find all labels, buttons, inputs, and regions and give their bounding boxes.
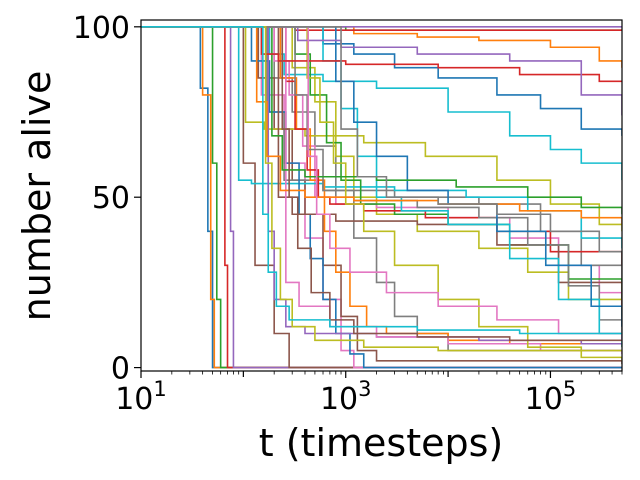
y-axis-label: number alive	[15, 71, 59, 322]
series-line-35	[141, 26, 622, 116]
y-tick-label: 100	[73, 11, 130, 46]
series-line-37	[141, 26, 622, 341]
y-tick-label: 50	[92, 181, 130, 216]
x-tick-base: 10	[320, 382, 358, 417]
x-tick-label: 101	[115, 377, 167, 417]
plot-frame	[140, 19, 623, 372]
x-tick-exponent: 1	[153, 377, 166, 401]
x-tick-exponent: 5	[563, 377, 576, 401]
x-axis-label: t (timesteps)	[259, 421, 503, 465]
series-line-38	[141, 26, 622, 266]
series-line-29	[141, 26, 622, 361]
x-tick-base: 10	[525, 382, 563, 417]
x-tick-base: 10	[115, 382, 153, 417]
x-tick-exponent: 3	[358, 377, 371, 401]
series-layer	[141, 26, 622, 369]
series-line-34	[141, 26, 622, 83]
series-line-19	[141, 26, 622, 232]
series-line-12	[141, 26, 622, 68]
series-line-36	[141, 26, 622, 342]
series-line-40	[141, 26, 622, 335]
series-line-28	[141, 26, 622, 334]
x-tick-label: 103	[320, 377, 372, 417]
series-line-33	[141, 26, 622, 215]
y-tick-label: 0	[111, 352, 130, 387]
series-line-32	[141, 26, 622, 225]
x-tick-label: 105	[525, 377, 577, 417]
series-line-39	[141, 26, 622, 352]
series-line-22	[141, 26, 622, 348]
series-line-31	[141, 26, 622, 327]
